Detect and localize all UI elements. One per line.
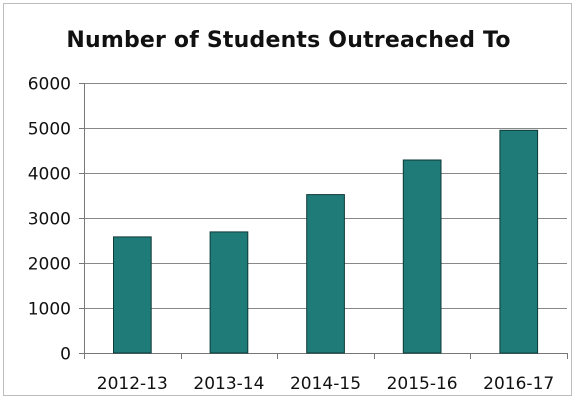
x-tick-label: 2016-17 bbox=[483, 374, 554, 394]
chart-title: Number of Students Outreached To bbox=[66, 28, 511, 53]
y-tick-label: 3000 bbox=[28, 210, 71, 230]
y-tick-labels: 0 1000 2000 3000 4000 5000 6000 bbox=[28, 75, 71, 365]
y-tick-label: 6000 bbox=[28, 75, 71, 95]
y-tick-label: 0 bbox=[60, 345, 71, 365]
y-tick-label: 2000 bbox=[28, 255, 71, 275]
bar-2012-13 bbox=[113, 236, 152, 354]
x-tick-label: 2012-13 bbox=[97, 374, 168, 394]
bar-2016-17 bbox=[499, 129, 539, 354]
bars bbox=[113, 129, 539, 354]
x-tick-labels: 2012-13 2013-14 2014-15 2015-16 2016-17 bbox=[97, 374, 554, 394]
y-tick-label: 4000 bbox=[28, 165, 71, 185]
y-tick-label: 5000 bbox=[28, 120, 71, 140]
bar-2013-14 bbox=[209, 231, 249, 354]
bar-2014-15 bbox=[306, 194, 345, 354]
x-tick-label: 2015-16 bbox=[387, 374, 458, 394]
x-tick-label: 2013-14 bbox=[193, 374, 264, 394]
y-tick-label: 1000 bbox=[28, 300, 71, 320]
axes bbox=[79, 83, 568, 359]
bar-2015-16 bbox=[402, 159, 442, 354]
chart-frame bbox=[3, 3, 572, 396]
x-tick-label: 2014-15 bbox=[290, 374, 361, 394]
